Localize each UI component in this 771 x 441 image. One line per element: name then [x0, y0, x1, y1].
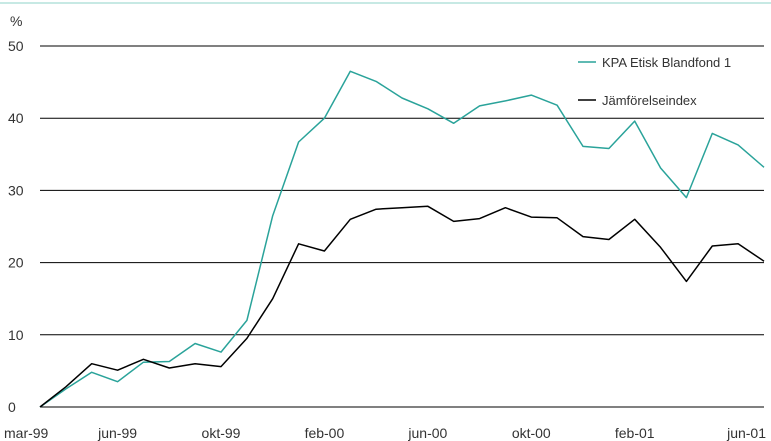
x-tick-labels: mar-99 jun-99 okt-99 feb-00 jun-00 okt-00 feb-… — [4, 425, 766, 441]
y-tick-label: 40 — [8, 110, 24, 126]
x-tick-label: mar-99 — [4, 425, 49, 441]
y-tick-labels: 0 10 20 30 40 50 — [8, 38, 24, 415]
legend-label: KPA Etisk Blandfond 1 — [602, 55, 731, 70]
gridlines — [40, 45, 764, 408]
y-axis-label: % — [10, 13, 22, 29]
x-tick-label: feb-01 — [615, 425, 655, 441]
y-tick-label: 50 — [8, 38, 24, 54]
x-tick-label: jun-99 — [97, 425, 137, 441]
x-tick-label: okt-00 — [512, 425, 551, 441]
x-tick-label: jun-00 — [407, 425, 447, 441]
x-tick-label: okt-99 — [202, 425, 241, 441]
y-tick-label: 20 — [8, 255, 24, 271]
x-tick-label: jun-01 — [726, 425, 766, 441]
y-tick-label: 0 — [8, 399, 16, 415]
y-tick-label: 10 — [8, 327, 24, 343]
series-line-kpa-etisk-blandfond-1 — [39, 70, 765, 408]
series-lines — [39, 70, 765, 408]
legend: KPA Etisk Blandfond 1 Jämförelseindex — [578, 55, 731, 108]
y-tick-label: 30 — [8, 182, 24, 198]
x-tick-label: feb-00 — [305, 425, 345, 441]
legend-label: Jämförelseindex — [602, 93, 697, 108]
series-line-jamforelseindex — [39, 205, 765, 408]
